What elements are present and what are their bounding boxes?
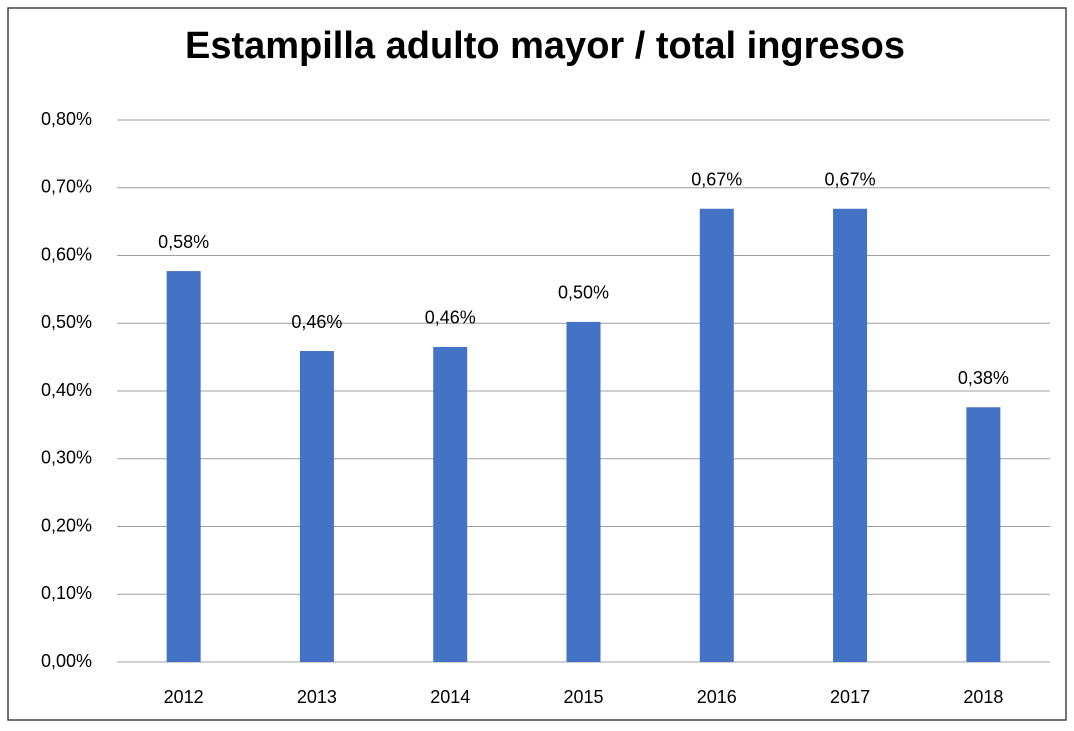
- data-label: 0,46%: [425, 308, 476, 328]
- bar: [699, 208, 734, 662]
- x-tick-label: 2015: [563, 687, 603, 707]
- data-label: 0,67%: [691, 170, 742, 190]
- y-tick-label: 0,80%: [41, 109, 92, 129]
- y-tick-label: 0,70%: [41, 177, 92, 197]
- x-tick-label: 2017: [830, 687, 870, 707]
- x-tick-label: 2014: [430, 687, 470, 707]
- bar: [299, 351, 334, 662]
- bar: [966, 407, 1001, 662]
- y-tick-label: 0,20%: [41, 515, 92, 535]
- x-tick-label: 2016: [697, 687, 737, 707]
- bar: [566, 321, 601, 662]
- y-tick-label: 0,50%: [41, 312, 92, 332]
- x-tick-label: 2013: [297, 687, 337, 707]
- bar: [833, 208, 868, 662]
- bar: [433, 346, 468, 662]
- x-tick-label: 2012: [164, 687, 204, 707]
- data-label: 0,46%: [291, 312, 342, 332]
- data-label: 0,38%: [958, 368, 1009, 388]
- y-tick-label: 0,60%: [41, 244, 92, 264]
- y-tick-label: 0,10%: [41, 583, 92, 603]
- y-tick-label: 0,30%: [41, 448, 92, 468]
- data-label: 0,50%: [558, 283, 609, 303]
- chart-title: Estampilla adulto mayor / total ingresos: [185, 25, 905, 67]
- data-label: 0,67%: [825, 170, 876, 190]
- y-tick-label: 0,40%: [41, 380, 92, 400]
- y-tick-label: 0,00%: [41, 651, 92, 671]
- bar: [166, 271, 201, 662]
- data-label: 0,58%: [158, 232, 209, 252]
- x-tick-label: 2018: [963, 687, 1003, 707]
